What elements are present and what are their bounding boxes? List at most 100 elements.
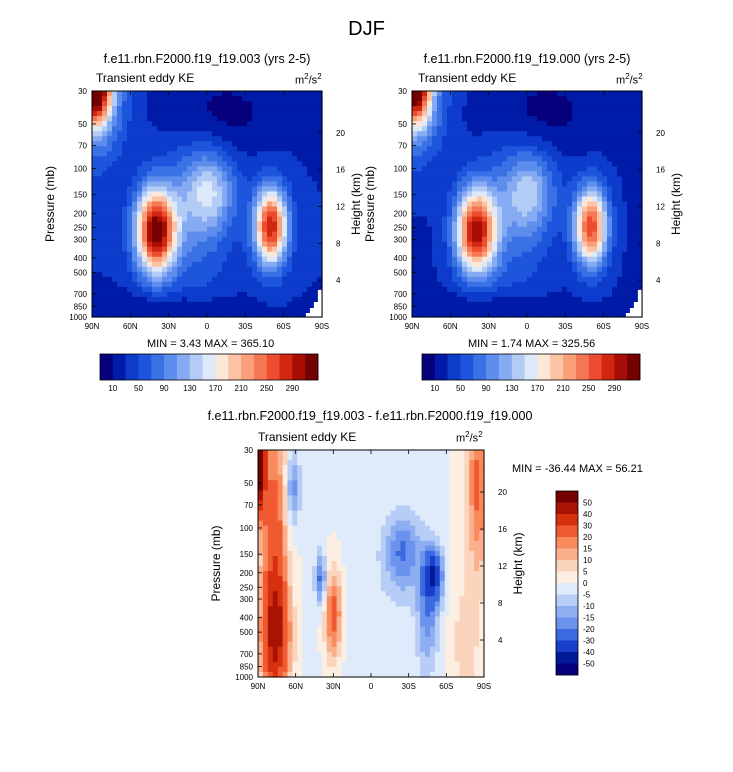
field-cell bbox=[482, 151, 488, 157]
field-cell bbox=[152, 201, 158, 208]
field-cell bbox=[172, 96, 178, 102]
field-cell bbox=[302, 151, 308, 157]
field-cell bbox=[512, 226, 518, 233]
field-cell bbox=[592, 136, 598, 142]
field-cell bbox=[612, 301, 618, 308]
field-cell bbox=[297, 500, 303, 507]
field-cell bbox=[127, 141, 133, 147]
field-cell bbox=[444, 510, 451, 517]
field-cell bbox=[417, 126, 423, 132]
field-cell bbox=[582, 271, 588, 278]
field-cell bbox=[547, 301, 553, 308]
field-cell bbox=[371, 520, 377, 527]
field-cell bbox=[137, 136, 143, 142]
field-cell bbox=[502, 141, 508, 147]
field-cell bbox=[227, 211, 233, 218]
field-cell bbox=[277, 301, 283, 308]
field-cell bbox=[457, 256, 463, 263]
field-cell bbox=[97, 266, 103, 273]
field-cell bbox=[612, 281, 618, 288]
field-cell bbox=[356, 515, 362, 522]
field-cell bbox=[182, 126, 188, 132]
field-cell bbox=[482, 306, 488, 313]
field-cell bbox=[182, 231, 188, 238]
field-cell bbox=[232, 251, 238, 258]
field-cell bbox=[277, 206, 283, 213]
field-cell bbox=[375, 470, 382, 476]
panel2-field bbox=[412, 91, 643, 318]
field-cell bbox=[457, 146, 463, 152]
field-cell bbox=[192, 296, 198, 303]
field-cell bbox=[462, 186, 468, 193]
field-cell bbox=[287, 111, 293, 117]
field-cell bbox=[172, 166, 178, 172]
field-cell bbox=[267, 126, 273, 132]
field-cell bbox=[292, 475, 298, 481]
field-cell bbox=[592, 301, 598, 308]
field-cell bbox=[282, 505, 289, 512]
field-cell bbox=[437, 156, 443, 162]
field-cell bbox=[127, 146, 133, 152]
field-cell bbox=[587, 146, 593, 152]
field-cell bbox=[351, 455, 357, 461]
field-cell bbox=[207, 226, 213, 233]
field-cell bbox=[444, 515, 451, 522]
field-cell bbox=[400, 500, 406, 507]
field-cell bbox=[412, 221, 418, 228]
field-cell bbox=[107, 191, 113, 198]
field-cell bbox=[437, 266, 443, 273]
field-cell bbox=[217, 296, 223, 303]
field-cell bbox=[152, 191, 158, 198]
field-cell bbox=[127, 136, 133, 142]
field-cell bbox=[477, 226, 483, 233]
field-cell bbox=[172, 196, 178, 203]
field-cell bbox=[122, 256, 128, 263]
field-cell bbox=[237, 291, 243, 298]
field-cell bbox=[632, 251, 638, 258]
field-cell bbox=[177, 221, 183, 228]
field-cell bbox=[242, 261, 248, 268]
field-cell bbox=[437, 186, 443, 193]
field-cell bbox=[147, 201, 153, 208]
field-cell bbox=[217, 191, 223, 198]
field-cell bbox=[469, 485, 475, 491]
field-cell bbox=[112, 131, 118, 137]
field-cell bbox=[527, 181, 533, 188]
field-cell bbox=[287, 141, 293, 147]
field-cell bbox=[102, 176, 108, 182]
field-cell bbox=[312, 226, 318, 233]
field-cell bbox=[232, 96, 238, 102]
field-cell bbox=[346, 460, 352, 466]
field-cell bbox=[252, 181, 258, 188]
field-cell bbox=[172, 256, 178, 263]
field-cell bbox=[292, 535, 298, 542]
field-cell bbox=[412, 226, 418, 233]
field-cell bbox=[137, 276, 143, 283]
field-cell bbox=[492, 116, 498, 122]
field-cell bbox=[507, 161, 513, 167]
field-cell bbox=[307, 161, 313, 167]
field-cell bbox=[132, 126, 138, 132]
field-cell bbox=[502, 246, 508, 253]
field-cell bbox=[312, 490, 318, 496]
field-cell bbox=[157, 166, 163, 172]
field-cell bbox=[217, 96, 223, 102]
field-cell bbox=[167, 181, 173, 188]
field-cell bbox=[197, 236, 203, 243]
field-cell bbox=[434, 515, 441, 522]
field-cell bbox=[222, 181, 228, 188]
field-cell bbox=[557, 251, 563, 258]
field-cell bbox=[410, 480, 416, 486]
field-cell bbox=[262, 151, 268, 157]
field-cell bbox=[257, 296, 263, 303]
field-cell bbox=[222, 191, 228, 198]
field-cell bbox=[420, 535, 426, 542]
field-cell bbox=[292, 276, 298, 283]
field-cell bbox=[202, 231, 208, 238]
field-cell bbox=[292, 191, 298, 198]
field-cell bbox=[192, 221, 198, 228]
field-cell bbox=[177, 181, 183, 188]
field-cell bbox=[312, 201, 318, 208]
field-cell bbox=[437, 91, 443, 97]
field-cell bbox=[142, 171, 148, 177]
